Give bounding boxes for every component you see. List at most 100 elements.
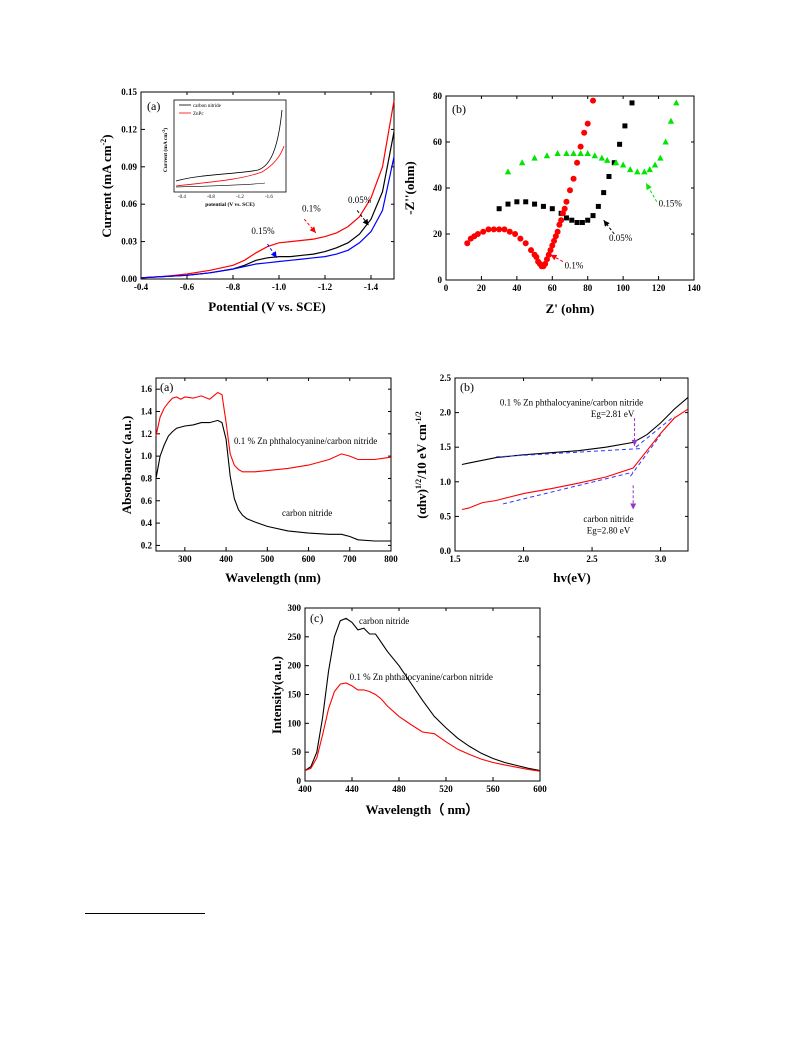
eis-point-circle <box>558 217 565 224</box>
eis-point-circle <box>535 258 542 265</box>
tauc-x-axis-label: hv(eV) <box>553 570 591 585</box>
abs-xtick-label: 400 <box>219 554 233 564</box>
pl-ytick-label: 250 <box>288 632 302 642</box>
inset-legend-cn: carbon nitride <box>193 104 222 109</box>
eis-point-triangle <box>570 150 577 156</box>
pl-ytick-label: 150 <box>288 690 302 700</box>
pl-series-line-0 <box>304 617 541 772</box>
eis-point-circle <box>559 210 566 217</box>
eis-point-square <box>601 190 607 196</box>
tauc-xtick-label: 2.0 <box>518 554 530 564</box>
eis-point-square <box>558 210 564 216</box>
pl-ytick-label: 200 <box>288 661 302 671</box>
eis-point-circle <box>501 226 508 233</box>
eis-point-square <box>590 213 596 219</box>
abs-ytick-label: 0.8 <box>141 473 153 483</box>
pl-xtick-label: 480 <box>392 784 406 794</box>
pl-panel-label: (c) <box>310 611 323 625</box>
tauc-series-line-0 <box>461 396 689 466</box>
eis-point-circle <box>584 120 591 127</box>
cv-y-axis-label: Current (mA cm-2) <box>99 134 114 237</box>
abs-plot-area: 300 400 500 600 700 800 0.2 0.4 0.6 0.8 1.0 1.2 1.4 1… <box>119 377 398 585</box>
pl-xtick-label: 520 <box>439 784 453 794</box>
cv-xtick-label: -0.8 <box>226 282 241 292</box>
cv-ytick-label: 0.15 <box>121 87 137 97</box>
eis-annotation-arrow-2-line <box>550 254 564 263</box>
eis-point-circle <box>512 231 519 237</box>
eis-point-circle <box>563 198 570 205</box>
eis-point-circle <box>517 235 524 242</box>
eis-ytick-label: 0 <box>438 275 443 285</box>
eis-point-square <box>563 215 569 221</box>
inset-xtick-2: -1.2 <box>236 195 244 200</box>
eis-xtick-label: 80 <box>583 283 593 293</box>
eis-point-square <box>617 141 623 147</box>
eis-point-triangle <box>627 166 634 173</box>
tauc-ytick-label: 2.0 <box>440 408 452 418</box>
tauc-fit-line-0 <box>496 448 641 458</box>
cv-ytick-label: 0.00 <box>121 274 137 284</box>
abs-series-line-1 <box>155 419 391 542</box>
abs-xtick-label: 300 <box>178 554 192 564</box>
cv-plot-area: -0.4 -0.6 -0.8 -1.0 -1.2 -1.4 0.00 0.03 0.06 0.09… <box>99 87 395 314</box>
abs-ytick-label: 1.0 <box>141 451 153 461</box>
cv-annotation-arrow-0-head <box>362 218 369 226</box>
tauc-xtick-label: 1.5 <box>449 554 461 564</box>
eis-annotation-arrow-0-line <box>645 183 658 203</box>
eis-point-circle <box>471 233 478 240</box>
eis-xtick-label: 120 <box>652 283 666 293</box>
eis-annotations: 0.15% 0.05% 0.1% <box>550 183 682 271</box>
cv-xtick-label: -1.2 <box>318 282 333 292</box>
eis-point-square <box>622 123 628 129</box>
abs-series <box>155 391 392 542</box>
eis-point-square <box>569 217 575 223</box>
eis-point-circle <box>543 256 550 263</box>
cv-series-line-1 <box>140 100 395 279</box>
eis-point-triangle <box>657 154 664 161</box>
eis-annotation-label-2: 0.1% <box>565 261 584 271</box>
eis-point-square <box>496 206 502 212</box>
eis-point-circle <box>490 226 497 233</box>
eis-xtick-label: 100 <box>616 283 630 293</box>
cv-xtick-label: -0.4 <box>134 282 149 292</box>
eis-point-circle <box>554 228 561 235</box>
eis-point-triangle <box>531 154 538 161</box>
eis-point-circle <box>540 263 547 270</box>
eis-point-circle <box>590 97 597 104</box>
pl-ytick-label: 50 <box>292 747 302 757</box>
tauc-ytick-label: 0.5 <box>440 511 452 521</box>
eis-point-triangle <box>667 117 675 124</box>
pl-label-1: 0.1 % Zn phthalocyanine/carbon nitride <box>350 672 493 682</box>
tauc-fit-line-3 <box>630 434 661 477</box>
eis-point-circle <box>467 235 474 242</box>
abs-ticks: 300 400 500 600 700 800 0.2 0.4 0.6 0.8 1.0 1.2 1.4 1… <box>141 378 398 564</box>
eis-annotation-label-1: 0.05% <box>609 233 633 243</box>
cv-ytick-label: 0.06 <box>121 199 137 209</box>
abs-series-line-0 <box>155 391 392 473</box>
abs-xtick-label: 500 <box>261 554 275 564</box>
eis-point-triangle <box>641 168 648 175</box>
cv-xtick-label: -0.6 <box>180 282 195 292</box>
abs-y-axis-label: Absorbance (a.u.) <box>119 416 134 515</box>
pl-xtick-label: 400 <box>298 784 312 794</box>
eis-point-triangle <box>591 152 598 159</box>
eis-point-triangle <box>504 168 512 175</box>
tauc-label-2: carbon nitride <box>583 514 633 524</box>
abs-ytick-label: 0.6 <box>141 496 153 506</box>
cv-annotation-label-0: 0.05% <box>348 195 372 205</box>
eis-point-triangle <box>619 161 627 168</box>
eis-point-circle <box>547 247 554 254</box>
cv-annotation-label-1: 0.1% <box>302 204 321 214</box>
eis-ytick-label: 60 <box>433 137 443 147</box>
eis-point-triangle <box>634 168 641 175</box>
eis-point-triangle <box>563 150 570 156</box>
tauc-y-axis-label: (αhv)1/2/10 eV cm-1/2 <box>414 411 429 518</box>
abs-x-axis-label: Wavelength (nm) <box>225 570 321 585</box>
eis-annotation-arrow-2-head <box>550 254 558 261</box>
eis-ticks: 0 20 40 60 80 100 120 140 0 20 40 60 80 <box>433 91 701 293</box>
pl-xtick-label: 600 <box>533 784 547 794</box>
eis-point-triangle <box>598 154 606 161</box>
eis-point-circle <box>531 251 538 258</box>
eis-point-circle <box>561 205 568 212</box>
